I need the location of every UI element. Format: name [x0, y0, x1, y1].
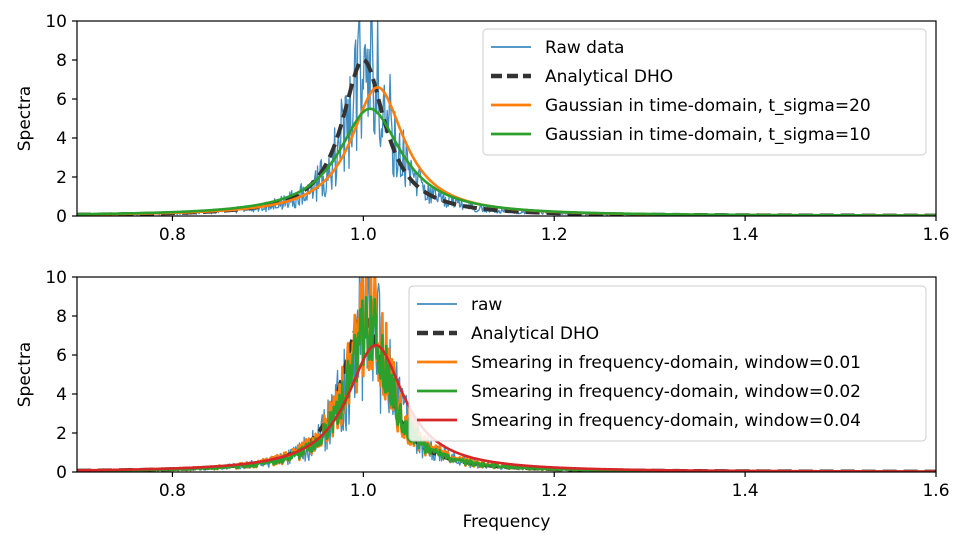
y-tick-label: 8 [56, 51, 67, 71]
legend-label-5: Smearing in frequency-domain, window=0.0… [471, 411, 861, 431]
legend-label-2: Analytical DHO [471, 324, 599, 344]
y-axis-label: Spectra [15, 86, 35, 151]
panel-1: 0.8 1.0 1.2 1.4 1.6 0 2 4 6 8 10 Spectra Raw data Ana… [15, 12, 950, 245]
legend-label-3: Smearing in frequency-domain, window=0.0… [471, 353, 861, 373]
y-tick-label: 2 [56, 424, 67, 444]
legend-label-1: raw [471, 295, 502, 315]
series-line-2 [77, 58, 936, 216]
legend-label-2: Analytical DHO [545, 67, 673, 87]
legend-label-4: Smearing in frequency-domain, window=0.0… [471, 382, 861, 402]
y-tick-label: 10 [45, 12, 67, 32]
x-tick-label: 0.8 [159, 481, 186, 501]
axes-frame [76, 276, 937, 473]
axes-frame [76, 20, 937, 217]
x-axis-label: Frequency [463, 512, 551, 532]
legend-box [482, 28, 927, 156]
series-line-4 [77, 107, 936, 216]
x-tick-label: 1.2 [541, 481, 568, 501]
x-tick-label: 1.4 [732, 481, 759, 501]
x-tick-label: 1.0 [350, 225, 377, 245]
y-tick-label: 0 [56, 207, 67, 227]
y-tick-label: 10 [45, 268, 67, 288]
series-line-5 [77, 343, 936, 472]
legend: Raw data Analytical DHO Gaussian in time-d… [482, 28, 927, 156]
y-tick-label: 2 [56, 168, 67, 188]
y-axis-label: Spectra [15, 342, 35, 407]
legend-label-4: Gaussian in time-domain, t_sigma=10 [545, 125, 871, 145]
y-tick-label: 6 [56, 90, 67, 110]
y-tick-label: 4 [56, 129, 67, 149]
x-tick-label: 1.0 [350, 481, 377, 501]
legend: raw Analytical DHO Smearing in frequency-d… [408, 285, 927, 442]
panel-2: 0.8 1.0 1.2 1.4 1.6 0 2 4 6 8 10 Spectra Frequency ra… [15, 268, 950, 532]
x-tick-label: 0.8 [159, 225, 186, 245]
y-tick-label: 8 [56, 307, 67, 327]
y-tick-label: 4 [56, 385, 67, 405]
x-tick-label: 1.4 [732, 225, 759, 245]
x-tick-label: 1.6 [922, 225, 949, 245]
y-tick-label: 6 [56, 346, 67, 366]
y-tick-label: 0 [56, 463, 67, 483]
legend-label-1: Raw data [545, 38, 624, 58]
legend-label-3: Gaussian in time-domain, t_sigma=20 [545, 96, 871, 116]
x-tick-label: 1.6 [922, 481, 949, 501]
legend-box [408, 285, 927, 442]
x-tick-label: 1.2 [541, 225, 568, 245]
